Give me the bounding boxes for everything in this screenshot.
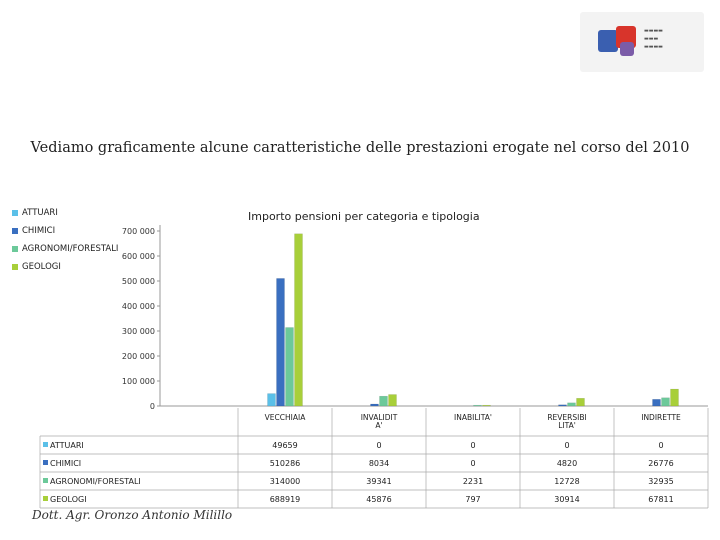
table-row-label: CHIMICI (50, 459, 81, 468)
data-table-cell: 314000 (270, 477, 301, 486)
bar-agronomi-forestali-0 (285, 327, 294, 407)
table-row-label: ATTUARI (50, 441, 84, 450)
data-table-cell: 2231 (463, 477, 483, 486)
author-name: Dott. Agr. Oronzo Antonio Milillo (32, 508, 233, 522)
legend-label: ATTUARI (22, 208, 58, 218)
data-table-cell: 4820 (557, 459, 577, 468)
logo-lettering-2: ▬▬▬ (644, 36, 659, 42)
data-table-cell: 688919 (270, 495, 301, 504)
legend-label: GEOLOGI (22, 262, 61, 272)
bar-chimici-0 (276, 278, 285, 407)
data-table-cell: 39341 (366, 477, 391, 486)
data-table-cell: 45876 (366, 495, 391, 504)
logo-tile-blue (598, 30, 618, 52)
x-category-label: INDIRETTE (641, 413, 681, 422)
data-table-cell: 0 (470, 441, 475, 450)
y-tick-label: 100 000 (122, 377, 155, 386)
bar-geologi-2 (482, 404, 491, 407)
data-table-cell: 0 (376, 441, 381, 450)
bar-agronomi-forestali-3 (567, 402, 576, 407)
x-category-label: REVERSIBI (547, 413, 586, 422)
x-category-label: VECCHIAIA (265, 413, 307, 422)
x-category-label: INVALIDIT (361, 413, 398, 422)
data-table-cell: 30914 (554, 495, 579, 504)
y-tick-label: 200 000 (122, 352, 155, 361)
legend-label: CHIMICI (22, 226, 56, 236)
table-legend-key (43, 478, 48, 483)
logo-lettering: ▬▬▬▬ (644, 28, 663, 34)
slide-headline: Vediamo graficamente alcune caratteristi… (30, 140, 690, 156)
table-row-label: GEOLOGI (50, 495, 87, 504)
legend-swatch (12, 246, 18, 252)
bar-agronomi-forestali-2 (473, 404, 482, 407)
table-legend-key (43, 460, 48, 465)
legend-label: AGRONOMI/FORESTALI (22, 244, 119, 254)
chart-title: Importo pensioni per categoria e tipolog… (248, 210, 480, 223)
data-table-cell: 8034 (369, 459, 389, 468)
y-tick-label: 300 000 (122, 327, 155, 336)
data-table-cell: 510286 (270, 459, 301, 468)
data-table-cell: 67811 (648, 495, 673, 504)
legend-item-0: ATTUARI (12, 204, 118, 222)
data-table-cell: 26776 (648, 459, 673, 468)
logo-lettering-3: ▬▬▬▬ (644, 44, 663, 50)
x-category-label: INABILITA' (454, 413, 492, 422)
bar-chimici-1 (370, 403, 379, 407)
bar-chimici-4 (652, 399, 661, 407)
epap-logo: ▬▬▬▬ ▬▬▬ ▬▬▬▬ (580, 12, 704, 72)
bar-chimici-3 (558, 404, 567, 407)
bar-geologi-3 (576, 398, 585, 407)
data-table-cell: 0 (470, 459, 475, 468)
legend-item-3: GEOLOGI (12, 258, 118, 276)
legend-item-1: CHIMICI (12, 222, 118, 240)
table-legend-key (43, 442, 48, 447)
y-tick-label: 400 000 (122, 302, 155, 311)
data-table-cell: 49659 (272, 441, 297, 450)
bar-agronomi-forestali-1 (379, 395, 388, 407)
bar-attuari-0 (267, 393, 276, 407)
y-tick-label: 500 000 (122, 277, 155, 286)
chart-legend: ATTUARI CHIMICI AGRONOMI/FORESTALI GEOLOGI (12, 204, 118, 276)
table-legend-key (43, 496, 48, 501)
data-table-cell: 0 (658, 441, 663, 450)
legend-swatch (12, 210, 18, 216)
bar-geologi-1 (388, 394, 397, 407)
legend-item-2: AGRONOMI/FORESTALI (12, 240, 118, 258)
legend-swatch (12, 264, 18, 270)
x-category-label: A' (375, 421, 382, 430)
data-table-cell: 12728 (554, 477, 579, 486)
data-table-cell: 0 (564, 441, 569, 450)
y-tick-label: 600 000 (122, 252, 155, 261)
y-tick-label: 700 000 (122, 227, 155, 236)
bar-agronomi-forestali-4 (661, 397, 670, 407)
x-category-label: LITA' (558, 421, 576, 430)
bar-geologi-4 (670, 388, 679, 407)
logo-tile-purple (620, 42, 634, 56)
data-table-cell: 797 (465, 495, 480, 504)
bar-geologi-0 (294, 233, 303, 407)
data-table-cell: 32935 (648, 477, 673, 486)
table-row-label: AGRONOMI/FORESTALI (50, 477, 141, 486)
y-tick-label: 0 (150, 402, 155, 411)
legend-swatch (12, 228, 18, 234)
